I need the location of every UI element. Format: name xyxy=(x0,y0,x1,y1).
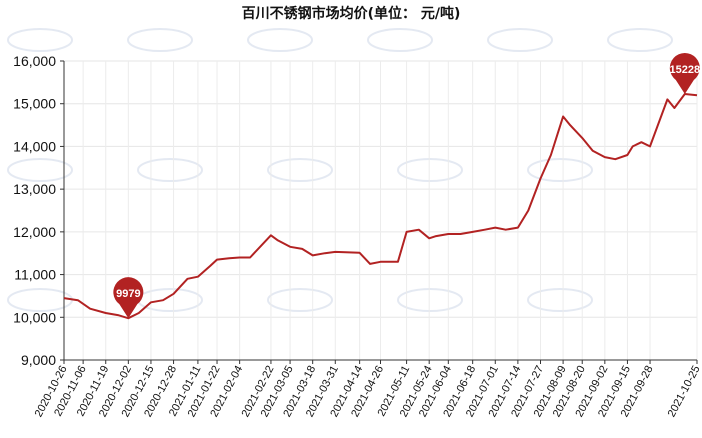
watermark-logo xyxy=(247,28,313,52)
watermark-logo xyxy=(7,158,73,182)
watermark-ring-icon xyxy=(607,28,673,52)
y-tick-label: 9,000 xyxy=(21,352,56,368)
watermark-ring-icon xyxy=(247,28,313,52)
map-pin-icon xyxy=(669,52,700,94)
y-tick-label: 13,000 xyxy=(13,181,56,197)
annotation-label: 15228 xyxy=(670,64,701,76)
y-axis-ticks: 9,000 10,000 11,000 12,000 13,000 14,000 15,00… xyxy=(13,53,64,368)
watermark-ring-icon xyxy=(7,28,73,52)
watermark-ring-icon xyxy=(397,158,463,182)
watermark-logo xyxy=(367,28,433,52)
watermark-logo xyxy=(607,28,673,52)
y-tick-label: 10,000 xyxy=(13,309,56,325)
y-tick-label: 12,000 xyxy=(13,224,56,240)
y-tick-label: 11,000 xyxy=(14,267,56,283)
watermark-ring-icon xyxy=(7,158,73,182)
watermark-logo xyxy=(7,28,73,52)
watermark-ring-icon xyxy=(267,158,333,182)
watermark-ring-icon xyxy=(127,28,193,52)
annotation-pin: 15228 xyxy=(669,52,701,94)
watermark-logo xyxy=(137,158,203,182)
watermark-ring-icon xyxy=(267,288,333,312)
watermark-logo xyxy=(487,28,553,52)
y-tick-label: 14,000 xyxy=(13,138,56,154)
annotation-pins: 9979 15228 xyxy=(113,52,701,319)
watermark-ring-icon xyxy=(527,158,593,182)
watermark-ring-icon xyxy=(367,28,433,52)
price-series-line xyxy=(63,93,698,320)
y-tick-label: 16,000 xyxy=(13,53,56,69)
watermark-ring-icon xyxy=(137,158,203,182)
watermark-logo xyxy=(267,288,333,312)
map-pin-icon xyxy=(113,277,144,319)
watermark-logo xyxy=(127,28,193,52)
y-tick-label: 15,000 xyxy=(13,96,56,112)
annotation-label: 9979 xyxy=(116,288,140,300)
watermark-layer xyxy=(7,28,673,312)
watermark-logo xyxy=(397,158,463,182)
annotation-pin: 9979 xyxy=(113,277,144,319)
watermark-logo xyxy=(267,158,333,182)
watermark-ring-icon xyxy=(527,288,593,312)
watermark-logo xyxy=(397,288,463,312)
watermark-ring-icon xyxy=(487,28,553,52)
watermark-logo xyxy=(527,158,593,182)
watermark-ring-icon xyxy=(397,288,463,312)
chart-title: 百川不锈钢市场均价(单位： 元/吨) xyxy=(242,5,461,22)
watermark-logo xyxy=(527,288,593,312)
